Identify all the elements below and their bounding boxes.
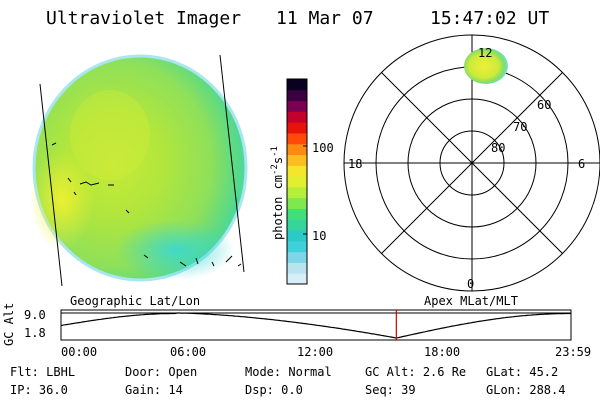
colorbar-segment — [287, 89, 307, 102]
x-tick-0600: 06:00 — [170, 345, 207, 359]
colorbar-segment — [287, 176, 307, 188]
door-field: Door: Open — [125, 365, 198, 379]
colorbar-segment — [287, 230, 307, 242]
colorbar-segment — [287, 197, 307, 209]
mlat-label-80: 80 — [491, 141, 506, 155]
glat-field: GLat: 45.2 — [486, 365, 559, 379]
colorbar-segment — [287, 154, 307, 166]
colorbar-segment — [287, 240, 307, 253]
colorbar-segment — [287, 122, 307, 134]
colorbar-segment — [287, 251, 307, 263]
mlt-label-12: 12 — [478, 46, 493, 60]
colorbar-frame — [286, 78, 308, 285]
dsp-field: Dsp: 0.0 — [245, 383, 303, 397]
timeline-right-title: Apex MLat/MLT — [424, 294, 518, 308]
time-label: 15:47:02 UT — [430, 8, 550, 29]
mlat-label-60: 60 — [537, 98, 552, 112]
colorbar-segment — [287, 79, 307, 91]
colorbar-tick-10: 10 — [312, 229, 327, 243]
auroral-emission-region — [464, 48, 508, 84]
x-tick-1800: 18:00 — [424, 345, 461, 359]
seq-field: Seq: 39 — [365, 383, 416, 397]
flt-field: Flt: LBHL — [10, 365, 76, 379]
mlat-label-70: 70 — [513, 120, 528, 134]
y-tick-1-8: 1.8 — [24, 326, 46, 340]
mode-field: Mode: Normal — [245, 365, 332, 379]
date-label: 11 Mar 07 — [276, 8, 374, 29]
gain-field: Gain: 14 — [125, 383, 183, 397]
glon-field: GLon: 288.4 — [486, 383, 566, 397]
colorbar-segment — [287, 111, 307, 123]
colorbar-segment — [287, 273, 307, 285]
x-tick-1200: 12:00 — [297, 345, 334, 359]
instrument-title: Ultraviolet Imager — [46, 8, 242, 29]
colorbar-segment — [287, 262, 307, 274]
colorbar-segment — [287, 186, 307, 199]
colorbar-segment — [287, 219, 307, 231]
gc-alt-field: GC Alt: 2.6 Re — [365, 365, 467, 379]
colorbar-tick-100: 100 — [312, 141, 334, 155]
timeline-left-title: Geographic Lat/Lon — [70, 294, 201, 308]
x-tick-0000: 00:00 — [61, 345, 98, 359]
mlt-label-6: 6 — [578, 157, 586, 171]
ip-field: IP: 36.0 — [10, 383, 68, 397]
colorbar-segment — [287, 165, 307, 177]
mlt-label-18: 18 — [348, 157, 363, 171]
x-tick-2359: 23:59 — [555, 345, 592, 359]
colorbar-segment — [287, 143, 307, 156]
colorbar-segment — [287, 208, 307, 220]
y-tick-9: 9.0 — [24, 308, 46, 322]
mlt-label-0: 0 — [467, 277, 475, 291]
colorbar-segment — [287, 132, 307, 145]
colorbar-segment — [287, 100, 307, 112]
